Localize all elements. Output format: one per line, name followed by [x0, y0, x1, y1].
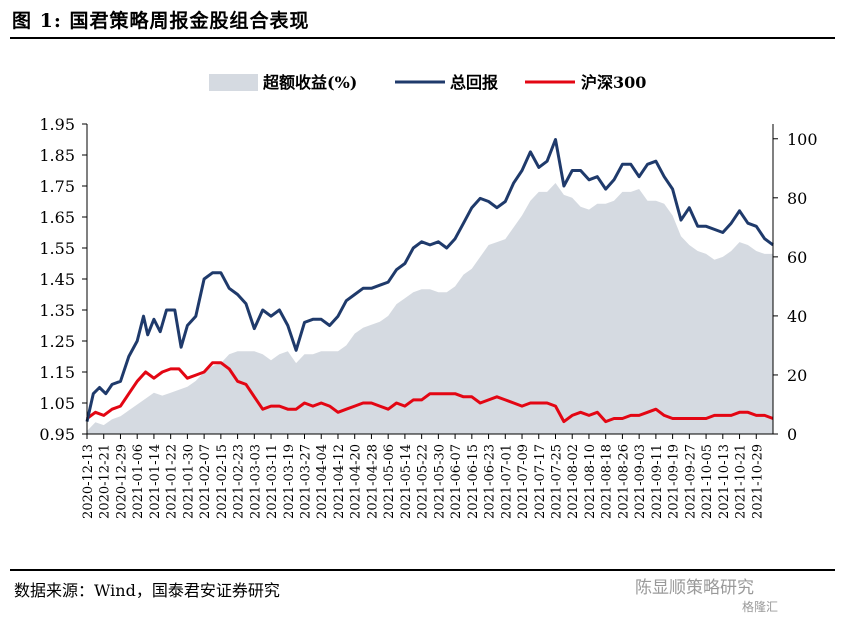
- x-tick-label: 2021-07-25: [550, 444, 565, 519]
- y-left-tick-label: 1.55: [39, 239, 75, 258]
- x-tick-label: 2021-10-13: [717, 444, 732, 519]
- x-tick-label: 2021-01-30: [181, 444, 196, 519]
- series-excess-return-area: [87, 183, 773, 434]
- x-tick-label: 2021-07-17: [533, 444, 548, 519]
- x-tick-label: 2021-04-28: [365, 444, 380, 519]
- x-tick-label: 2021-03-11: [265, 444, 280, 519]
- x-tick-label: 2021-02-15: [215, 444, 230, 519]
- x-tick-label: 2021-01-14: [148, 444, 163, 519]
- x-tick-label: 2021-07-09: [516, 444, 531, 519]
- x-tick-label: 2021-10-29: [750, 444, 765, 519]
- x-tick-label: 2020-12-29: [115, 444, 130, 519]
- y-right-tick-label: 80: [787, 189, 807, 208]
- x-tick-label: 2020-12-13: [81, 444, 96, 519]
- y-left-tick-label: 1.25: [39, 332, 75, 351]
- y-left-tick-label: 1.95: [39, 115, 75, 134]
- x-tick-label: 2021-08-02: [566, 444, 581, 519]
- x-tick-label: 2021-10-21: [734, 444, 749, 519]
- x-tick-label: 2021-03-19: [282, 444, 297, 519]
- y-left-tick-label: 0.95: [39, 425, 75, 444]
- y-left-tick-label: 1.85: [39, 146, 75, 165]
- x-tick-label: 2021-08-26: [616, 444, 631, 519]
- y-left-tick-label: 1.45: [39, 270, 75, 289]
- x-tick-label: 2021-02-23: [232, 444, 247, 519]
- x-tick-label: 2021-10-05: [700, 444, 715, 519]
- legend: 超额收益(%) 总回报 沪深300: [209, 73, 646, 92]
- x-tick-label: 2021-04-04: [315, 444, 330, 519]
- plot-area: [85, 138, 774, 434]
- x-tick-label: 2021-03-27: [299, 444, 314, 519]
- x-tick-label: 2021-08-18: [600, 444, 615, 519]
- y-right-tick-label: 0: [787, 425, 797, 444]
- y-left-tick-label: 1.15: [39, 363, 75, 382]
- x-tick-label: 2021-09-11: [650, 444, 665, 519]
- x-tick-label: 2021-06-07: [449, 444, 464, 519]
- y-left-tick-label: 1.05: [39, 394, 75, 413]
- x-tick-label: 2021-04-12: [332, 444, 347, 519]
- source-note: 数据来源：Wind，国泰君安证券研究: [14, 581, 280, 600]
- x-tick-label: 2021-09-03: [633, 444, 648, 519]
- x-tick-label: 2021-05-06: [382, 444, 397, 519]
- legend-label-total-return: 总回报: [450, 73, 498, 92]
- x-tick-label: 2021-01-06: [131, 444, 146, 519]
- x-tick-label: 2021-06-23: [483, 444, 498, 519]
- x-tick-label: 2021-09-27: [683, 444, 698, 519]
- x-tick-label: 2021-08-10: [583, 444, 598, 519]
- x-tick-label: 2021-03-03: [248, 444, 263, 519]
- watermark: 陈显顺策略研究: [635, 578, 754, 598]
- y-right-tick-label: 60: [787, 248, 807, 267]
- x-tick-label: 2021-05-22: [416, 444, 431, 519]
- x-tick-label: 2021-02-07: [198, 444, 213, 519]
- series-total-return-line: [85, 138, 774, 422]
- y-right-tick-label: 20: [787, 366, 807, 385]
- legend-label-hs300: 沪深300: [581, 73, 646, 92]
- x-tick-label: 2021-07-01: [499, 444, 514, 519]
- chart: 超额收益(%) 总回报 沪深300 1.95 1.85 1.75 1.65 1.55 1.45…: [39, 73, 817, 519]
- x-tick-label: 2021-09-19: [667, 444, 682, 519]
- x-tick-label: 2021-01-22: [165, 444, 180, 519]
- axes: 1.95 1.85 1.75 1.65 1.55 1.45 1.35 1.25 1.15 1.05…: [39, 115, 817, 519]
- x-tick-label: 2021-04-20: [349, 444, 364, 519]
- legend-swatch-excess-return: [209, 74, 258, 91]
- top-rule: [10, 37, 835, 39]
- y-left-tick-label: 1.75: [39, 177, 75, 196]
- figure-title: 图 1: 国君策略周报金股组合表现: [12, 10, 310, 32]
- x-tick-label: 2021-05-30: [432, 444, 447, 519]
- watermark-brand: 格隆汇: [742, 600, 779, 614]
- x-tick-label: 2020-12-21: [98, 444, 113, 519]
- y-left-tick-label: 1.65: [39, 208, 75, 227]
- y-left-tick-label: 1.35: [39, 301, 75, 320]
- legend-label-excess-return: 超额收益(%): [262, 73, 357, 92]
- x-tick-label: 2021-06-15: [466, 444, 481, 519]
- x-tick-label: 2021-05-14: [399, 444, 414, 519]
- y-right-tick-label: 100: [787, 130, 818, 149]
- series-hs300-line: [86, 361, 774, 424]
- y-right-tick-label: 40: [787, 307, 807, 326]
- bottom-rule: [10, 569, 835, 571]
